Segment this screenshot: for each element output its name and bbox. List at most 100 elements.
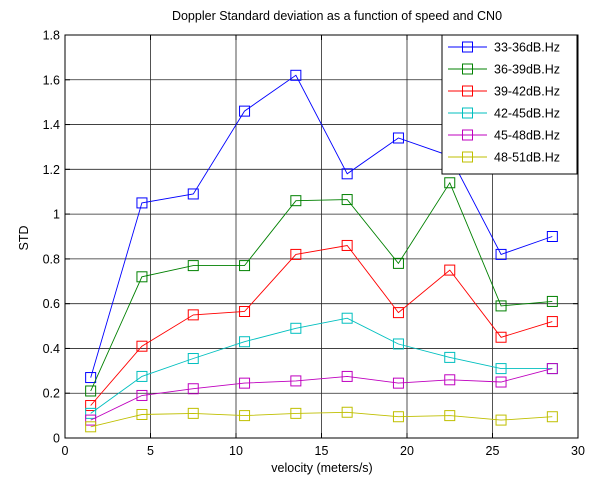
data-point	[136, 408, 148, 420]
series-layer	[85, 69, 558, 433]
data-point	[290, 407, 302, 419]
data-point	[136, 271, 148, 283]
series-36-39dB.Hz	[85, 177, 558, 397]
data-point	[546, 411, 558, 423]
legend-item: 39-42dB.Hz	[448, 85, 560, 99]
data-point	[290, 248, 302, 260]
data-point	[546, 231, 558, 242]
data-point	[187, 260, 199, 272]
y-tick-label: 1.8	[43, 29, 60, 43]
data-point	[495, 414, 507, 426]
data-point	[85, 421, 97, 433]
data-point	[136, 370, 148, 382]
data-point	[444, 351, 456, 363]
y-tick-label: 0.4	[43, 342, 60, 356]
x-axis-label: velocity (meters/s)	[271, 461, 372, 475]
data-point	[392, 377, 404, 389]
data-point	[290, 195, 302, 207]
legend-label: 36-39dB.Hz	[494, 63, 560, 77]
data-point	[239, 336, 251, 348]
data-point	[290, 322, 302, 334]
data-point	[392, 338, 404, 350]
data-point	[85, 385, 97, 397]
data-point	[136, 389, 148, 401]
data-point	[546, 295, 558, 307]
data-point	[85, 400, 97, 412]
data-point	[341, 194, 353, 206]
data-point	[341, 168, 353, 180]
x-tick-label: 30	[571, 444, 585, 458]
data-point	[392, 257, 404, 269]
legend-item: 45-48dB.Hz	[448, 129, 560, 143]
data-point	[546, 363, 558, 375]
series-line	[90, 368, 553, 421]
legend-label: 39-42dB.Hz	[494, 85, 560, 99]
x-tick-label: 5	[147, 444, 154, 458]
data-point	[239, 377, 251, 389]
data-point	[187, 407, 199, 419]
data-point	[444, 410, 456, 422]
data-point	[290, 375, 302, 387]
data-point	[392, 132, 404, 144]
data-point	[392, 307, 404, 319]
y-tick-label: 1	[53, 208, 60, 222]
legend-label: 48-51dB.Hz	[494, 151, 560, 165]
y-tick-label: 0.2	[43, 387, 60, 401]
x-tick-label: 25	[486, 444, 500, 458]
x-tick-label: 20	[400, 444, 414, 458]
data-point	[239, 260, 251, 272]
data-point	[239, 306, 251, 318]
data-point	[85, 407, 97, 419]
series-line	[90, 74, 553, 378]
data-point	[341, 312, 353, 324]
series-48-51dB.Hz	[85, 406, 558, 433]
data-point	[290, 69, 302, 81]
legend-item: 42-45dB.Hz	[448, 107, 560, 121]
legend-label: 45-48dB.Hz	[494, 129, 560, 143]
data-point	[187, 188, 199, 200]
legend-item: 48-51dB.Hz	[448, 151, 560, 165]
legend-item: 36-39dB.Hz	[448, 63, 560, 77]
series-line	[90, 317, 553, 414]
data-point	[444, 374, 456, 386]
x-tick-label: 10	[229, 444, 243, 458]
data-point	[187, 383, 199, 395]
data-point	[444, 264, 456, 276]
legend-marker	[462, 41, 473, 53]
axis-ticks: 0 5 10 15 20 25 30 0 0.2 0.4 0.6 0.8 1 1.2 1.4 1.6 1.8	[43, 29, 585, 459]
legend-item: 33-36dB.Hz	[448, 41, 560, 55]
series-line	[90, 245, 553, 406]
data-point	[495, 363, 507, 375]
y-tick-label: 1.4	[43, 118, 60, 132]
y-axis-label: STD	[17, 226, 31, 251]
data-point	[341, 239, 353, 251]
data-point	[136, 340, 148, 352]
chart-title: Doppler Standard deviation as a function…	[172, 9, 502, 23]
data-point	[187, 309, 199, 321]
legend-marker	[462, 129, 473, 141]
series-45-48dB.Hz	[85, 363, 558, 426]
data-point	[495, 248, 507, 260]
data-point	[495, 376, 507, 388]
series-line	[90, 411, 553, 428]
legend-label: 33-36dB.Hz	[494, 41, 560, 55]
y-tick-label: 0.6	[43, 297, 60, 311]
data-point	[392, 411, 404, 423]
legend-box	[441, 34, 578, 175]
data-point	[546, 316, 558, 328]
y-tick-label: 0	[53, 432, 60, 446]
legend-marker	[462, 85, 473, 97]
legend-marker	[462, 107, 473, 119]
data-point	[444, 177, 456, 189]
legend-marker	[462, 63, 473, 75]
y-tick-label: 1.2	[43, 163, 60, 177]
legend: 33-36dB.Hz 36-39dB.Hz 39-42dB.Hz 42-45dB.Hz…	[441, 34, 578, 175]
y-tick-label: 0.8	[43, 252, 60, 266]
data-point	[341, 370, 353, 382]
series-39-42dB.Hz	[85, 239, 558, 412]
legend-marker	[462, 151, 473, 163]
x-tick-label: 15	[315, 444, 329, 458]
x-tick-label: 0	[62, 444, 69, 458]
data-point	[85, 414, 97, 426]
